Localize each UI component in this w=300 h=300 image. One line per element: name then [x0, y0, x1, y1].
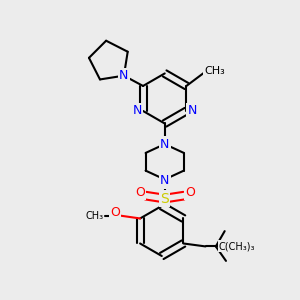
Text: C(CH₃)₃: C(CH₃)₃: [219, 242, 255, 251]
Text: N: N: [188, 104, 197, 118]
Text: N: N: [119, 69, 129, 82]
Text: CH₃: CH₃: [85, 211, 103, 220]
Text: O: O: [135, 186, 145, 199]
Text: N: N: [160, 138, 169, 151]
Text: O: O: [185, 186, 195, 199]
Text: N: N: [133, 104, 142, 118]
Text: O: O: [110, 206, 120, 219]
Text: S: S: [160, 192, 169, 206]
Text: CH₃: CH₃: [204, 66, 225, 76]
Text: N: N: [160, 174, 169, 188]
